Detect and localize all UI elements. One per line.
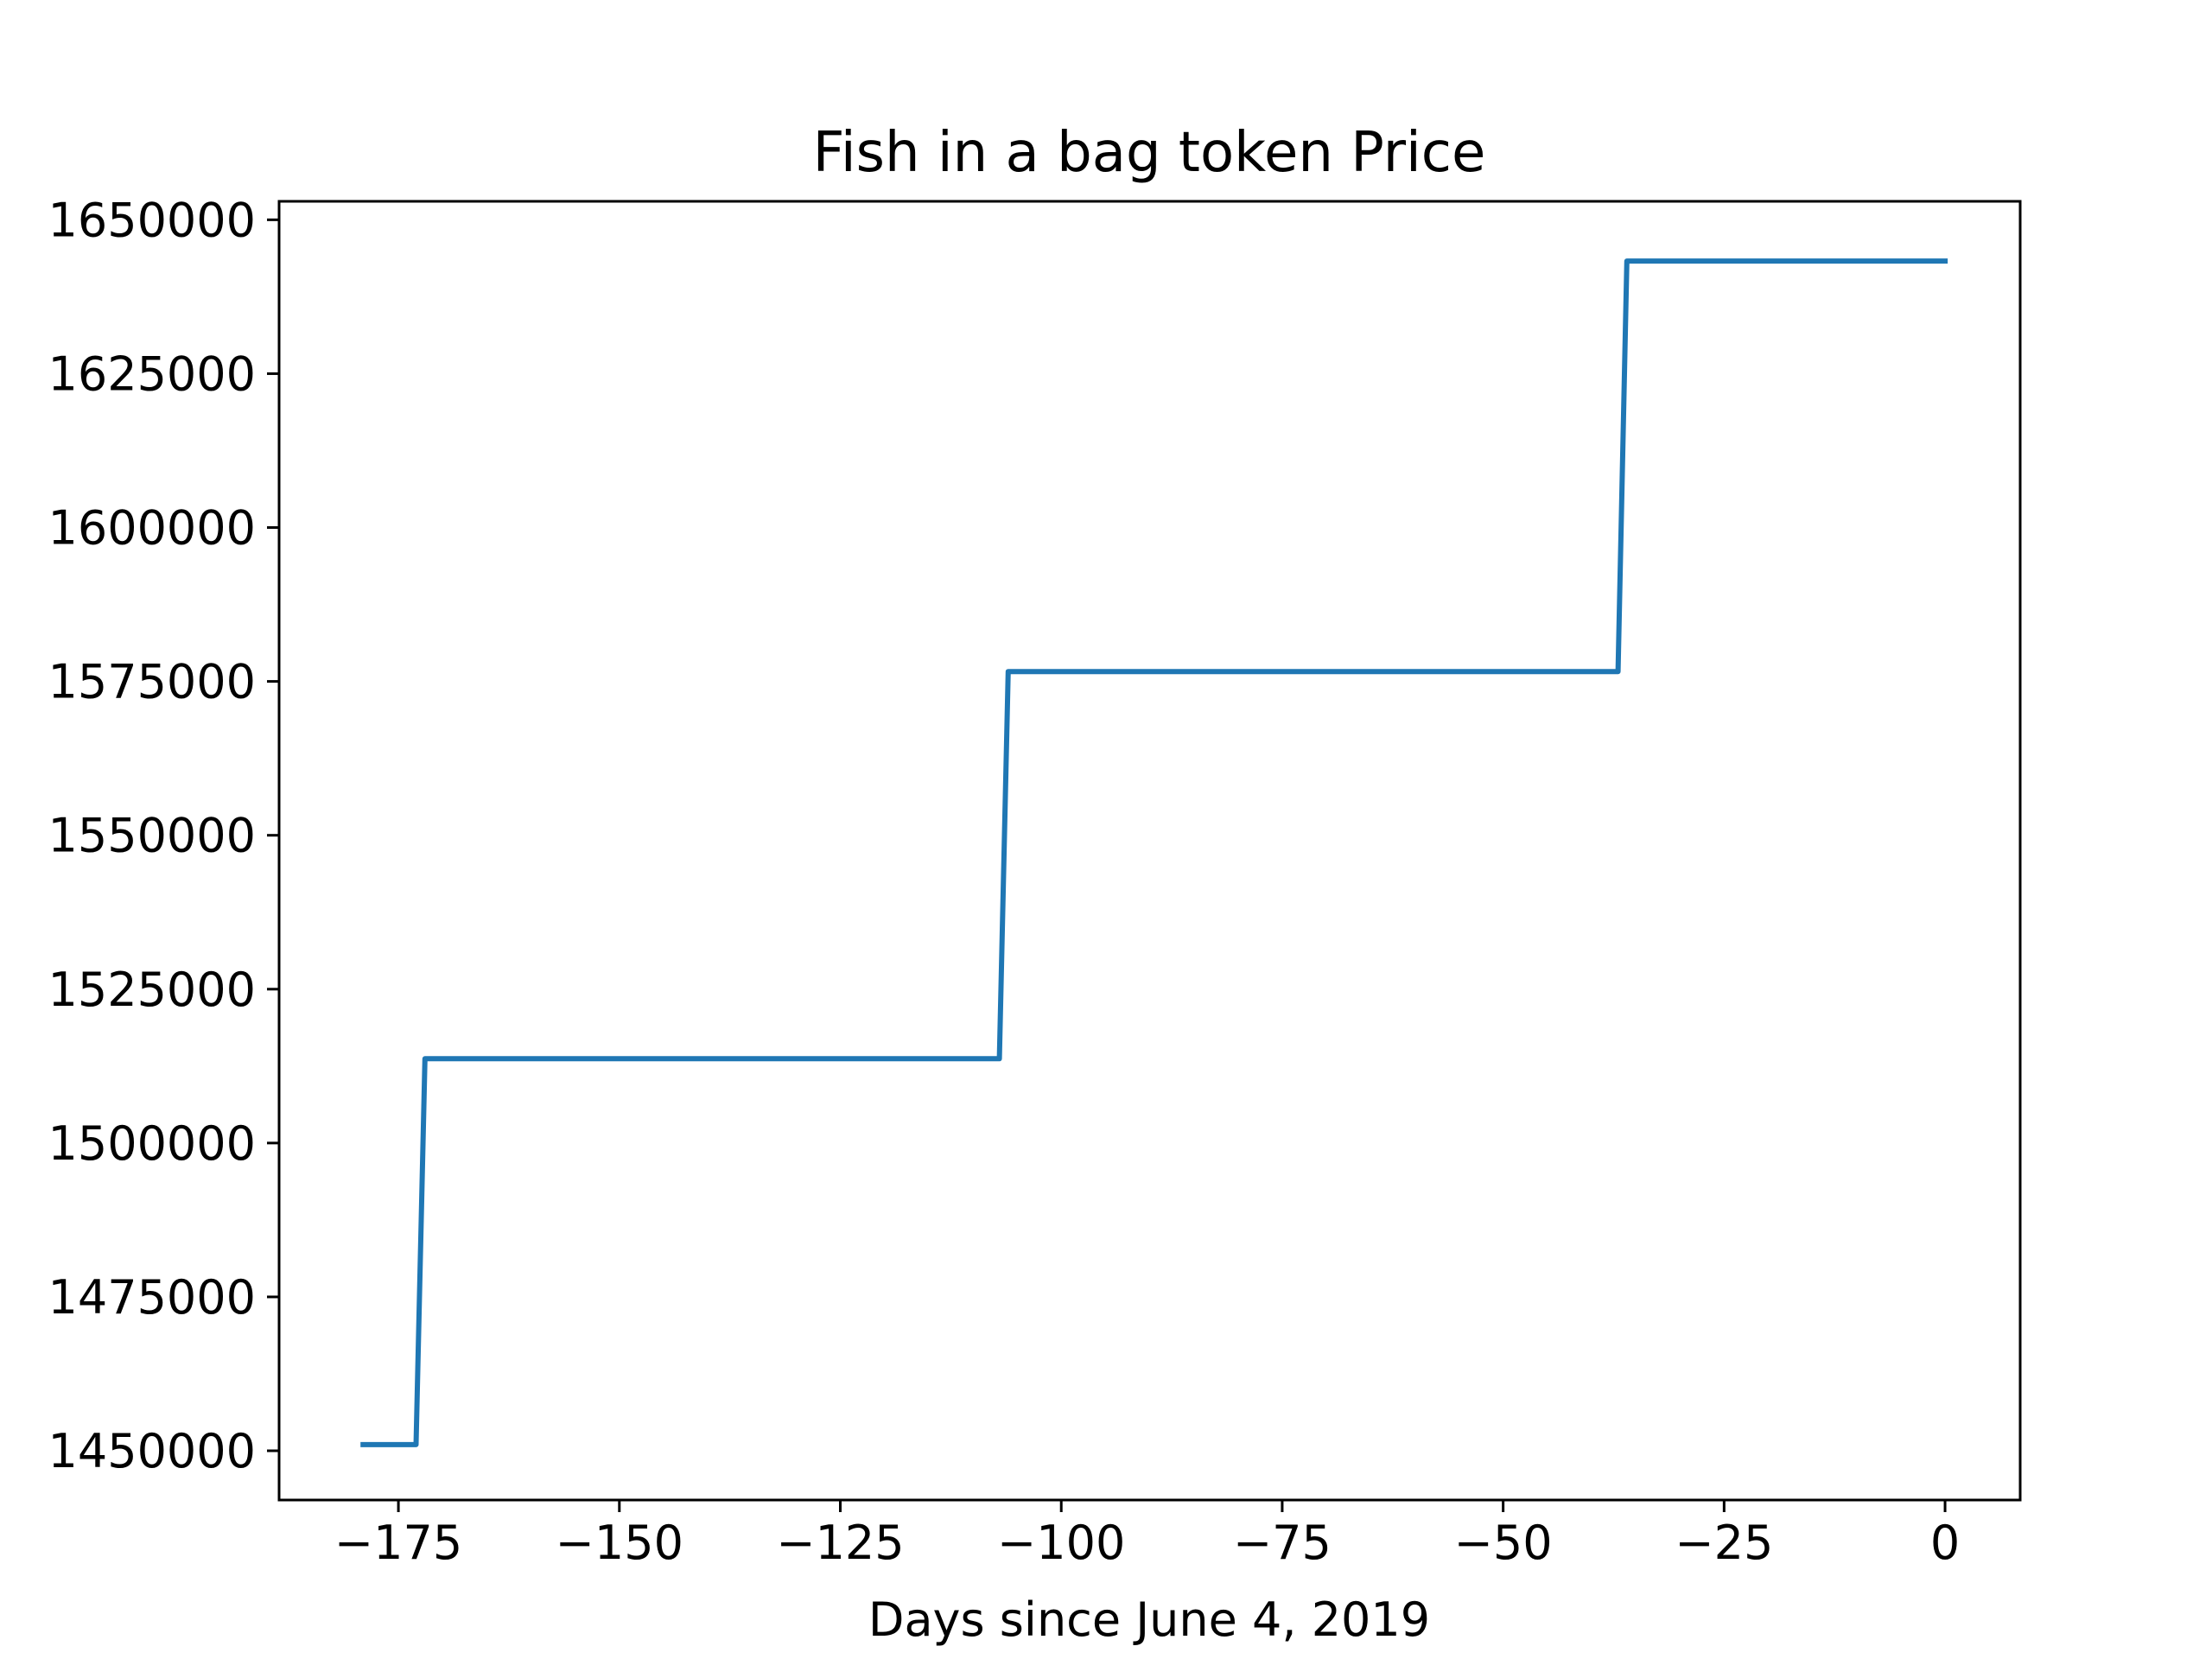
y-tick-label: 1575000 [48, 655, 257, 709]
y-axis: 1450000 1475000 1500000 1525000 1550000 15750… [48, 193, 279, 1478]
y-tick-label: 1550000 [48, 809, 257, 863]
y-tick-label: 1625000 [48, 346, 257, 401]
y-tick-label: 1475000 [48, 1270, 257, 1325]
chart-title: Fish in a bag token Price [813, 121, 1486, 185]
series-layer [360, 258, 1948, 1447]
x-axis-label: Days since June 4, 2019 [868, 1592, 1430, 1647]
x-tick-label: 0 [1930, 1516, 1960, 1570]
price-series-line [360, 258, 1948, 1447]
y-tick-label: 1500000 [48, 1116, 257, 1171]
x-tick-label: −150 [556, 1516, 683, 1570]
y-tick-label: 1600000 [48, 501, 257, 556]
x-tick-label: −125 [776, 1516, 904, 1570]
x-tick-label: −175 [334, 1516, 462, 1570]
x-tick-label: −100 [997, 1516, 1125, 1570]
x-tick-label: −25 [1675, 1516, 1773, 1570]
plot-area-frame [277, 200, 2022, 1502]
y-tick-label: 1450000 [48, 1424, 257, 1478]
y-tick-label: 1525000 [48, 963, 257, 1017]
y-tick-label: 1650000 [48, 193, 257, 247]
x-tick-label: −75 [1233, 1516, 1332, 1570]
x-axis: −175 −150 −125 −100 −75 −50 −25 0 [334, 1500, 1960, 1570]
x-tick-label: −50 [1454, 1516, 1553, 1570]
